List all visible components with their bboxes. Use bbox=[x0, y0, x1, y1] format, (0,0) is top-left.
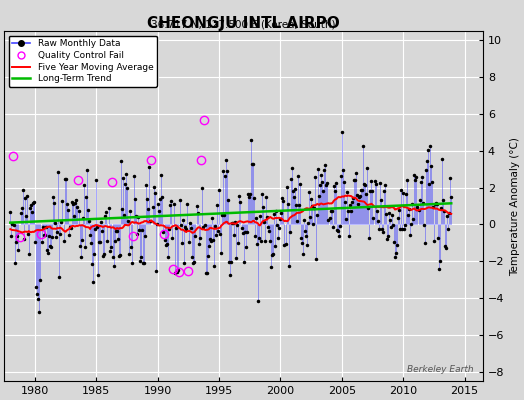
Title: CHEONGJU INTL AIRPO: CHEONGJU INTL AIRPO bbox=[147, 16, 340, 31]
Y-axis label: Temperature Anomaly (°C): Temperature Anomaly (°C) bbox=[510, 137, 520, 276]
Legend: Raw Monthly Data, Quality Control Fail, Five Year Moving Average, Long-Term Tren: Raw Monthly Data, Quality Control Fail, … bbox=[9, 36, 157, 87]
Text: Berkeley Earth: Berkeley Earth bbox=[407, 365, 473, 374]
Text: 36.717 N, 127.500 E (Korea, South): 36.717 N, 127.500 E (Korea, South) bbox=[151, 20, 336, 30]
